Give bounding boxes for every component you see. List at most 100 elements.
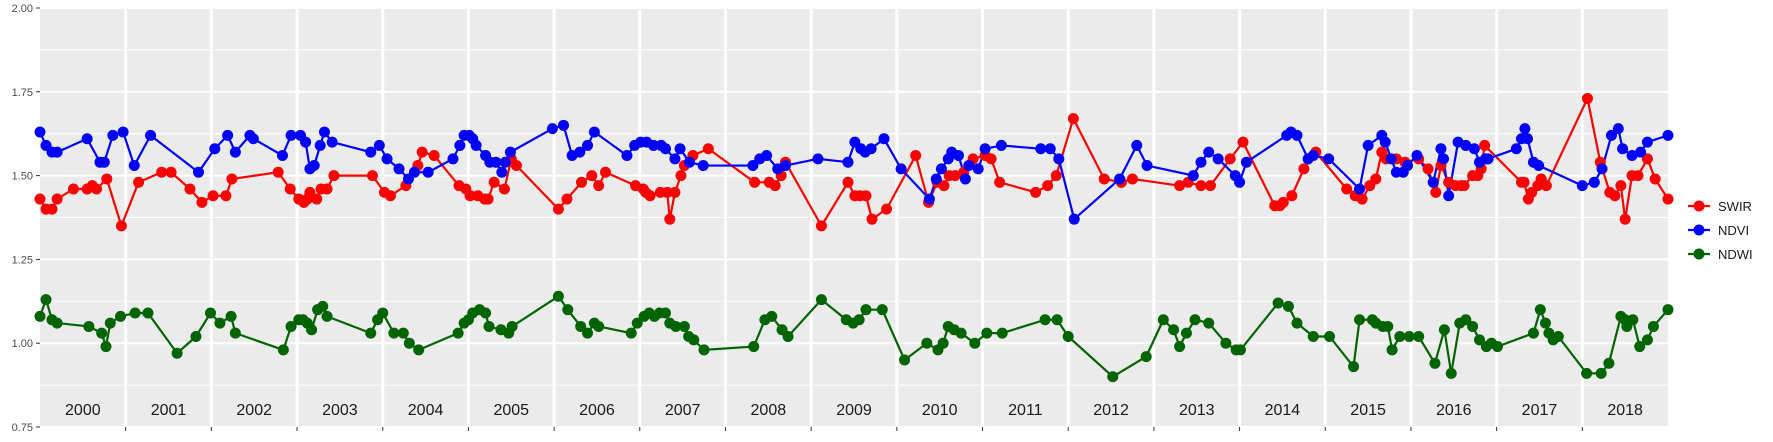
data-point-ndvi bbox=[98, 156, 110, 168]
data-point-ndwi bbox=[480, 307, 492, 319]
data-point-ndwi bbox=[860, 304, 872, 316]
data-point-ndvi bbox=[422, 166, 434, 178]
data-point-ndvi bbox=[1612, 123, 1624, 135]
data-point-ndvi bbox=[209, 143, 221, 155]
data-point-ndvi bbox=[1460, 139, 1472, 151]
data-point-ndvi bbox=[923, 193, 935, 205]
data-point-ndvi bbox=[953, 149, 965, 161]
data-point-ndvi bbox=[1521, 133, 1533, 145]
data-point-ndvi bbox=[1435, 143, 1447, 155]
year-label: 2005 bbox=[493, 402, 529, 419]
data-point-swir bbox=[1615, 180, 1627, 192]
data-point-ndvi bbox=[1195, 156, 1207, 168]
data-point-swir bbox=[51, 193, 63, 205]
data-point-swir bbox=[661, 186, 673, 198]
data-point-ndwi bbox=[483, 320, 495, 332]
data-point-ndvi bbox=[574, 146, 586, 158]
data-point-ndwi bbox=[1140, 351, 1152, 363]
data-point-ndwi bbox=[214, 317, 226, 329]
data-point-ndvi bbox=[1385, 153, 1397, 165]
data-point-swir bbox=[910, 149, 922, 161]
data-point-ndwi bbox=[285, 320, 297, 332]
data-point-swir bbox=[586, 170, 598, 182]
data-point-ndvi bbox=[496, 166, 508, 178]
data-point-ndvi bbox=[1291, 129, 1303, 141]
data-point-swir bbox=[1067, 113, 1079, 125]
data-point-ndwi bbox=[1394, 331, 1406, 342]
year-label: 2006 bbox=[579, 402, 615, 419]
data-point-ndvi bbox=[582, 139, 594, 151]
data-point-swir bbox=[1030, 186, 1042, 198]
data-point-ndwi bbox=[1324, 331, 1336, 342]
data-point-ndwi bbox=[955, 327, 967, 339]
data-point-ndwi bbox=[1062, 331, 1074, 342]
data-point-swir bbox=[664, 213, 676, 225]
data-point-ndwi bbox=[899, 354, 911, 366]
data-point-ndvi bbox=[1482, 153, 1494, 165]
data-point-ndvi bbox=[1141, 160, 1153, 172]
year-label: 2015 bbox=[1350, 402, 1386, 419]
data-point-swir bbox=[384, 190, 396, 202]
data-point-ndvi bbox=[373, 139, 385, 151]
data-point-ndwi bbox=[659, 307, 671, 319]
data-point-ndvi bbox=[470, 139, 482, 151]
data-point-ndvi bbox=[247, 133, 259, 145]
data-point-ndvi bbox=[1626, 149, 1638, 161]
data-point-swir bbox=[1356, 193, 1368, 205]
data-point-ndwi bbox=[83, 320, 95, 332]
data-point-ndvi bbox=[963, 160, 975, 172]
data-point-swir bbox=[1298, 163, 1310, 175]
data-point-ndvi bbox=[697, 160, 709, 172]
data-point-ndvi bbox=[81, 133, 93, 145]
data-point-ndvi bbox=[779, 160, 791, 172]
data-point-ndvi bbox=[504, 146, 516, 158]
data-point-ndvi bbox=[229, 146, 241, 158]
data-point-swir bbox=[1204, 180, 1216, 192]
data-point-swir bbox=[272, 166, 284, 178]
legend-item-ndwi: NDWI bbox=[1688, 247, 1753, 262]
year-label: 2001 bbox=[151, 402, 187, 419]
y-tick-label: 2.00 bbox=[12, 3, 33, 15]
data-point-swir bbox=[1195, 180, 1207, 192]
data-point-ndvi bbox=[454, 139, 466, 151]
data-point-swir bbox=[1050, 170, 1062, 182]
data-point-ndvi bbox=[1234, 176, 1246, 188]
data-point-ndvi bbox=[648, 139, 659, 151]
data-point-ndvi bbox=[490, 156, 502, 168]
data-point-ndwi bbox=[1291, 317, 1303, 329]
data-point-ndvi bbox=[1035, 143, 1047, 155]
data-point-swir bbox=[866, 213, 878, 225]
data-point-ndwi bbox=[670, 320, 682, 332]
data-point-swir bbox=[304, 186, 316, 198]
data-point-swir bbox=[428, 149, 440, 161]
year-label: 2008 bbox=[751, 402, 787, 419]
data-point-ndwi bbox=[1157, 314, 1169, 326]
data-point-ndwi bbox=[317, 300, 329, 312]
data-point-ndvi bbox=[314, 139, 326, 151]
data-point-swir bbox=[1458, 180, 1470, 192]
data-point-ndwi bbox=[104, 317, 116, 329]
data-point-ndwi bbox=[129, 307, 141, 319]
data-point-swir bbox=[1237, 136, 1249, 148]
data-point-swir bbox=[702, 143, 714, 155]
data-point-ndvi bbox=[812, 153, 824, 165]
data-point-swir bbox=[1286, 190, 1298, 202]
data-point-ndwi bbox=[678, 320, 690, 332]
data-point-ndvi bbox=[1641, 136, 1653, 148]
data-point-ndwi bbox=[142, 307, 154, 319]
data-point-swir bbox=[552, 203, 564, 215]
data-point-ndvi bbox=[365, 146, 377, 158]
data-point-swir bbox=[1174, 180, 1186, 192]
data-point-ndvi bbox=[747, 160, 759, 172]
data-point-ndvi bbox=[276, 149, 288, 161]
data-point-ndwi bbox=[1174, 341, 1186, 353]
data-point-ndvi bbox=[1427, 176, 1439, 188]
data-point-ndvi bbox=[300, 136, 312, 148]
data-point-ndwi bbox=[1445, 367, 1457, 379]
year-label: 2018 bbox=[1607, 402, 1643, 419]
data-point-swir bbox=[488, 176, 500, 188]
data-point-ndwi bbox=[937, 337, 949, 349]
data-point-ndvi bbox=[145, 129, 157, 141]
data-point-swir bbox=[881, 203, 893, 215]
